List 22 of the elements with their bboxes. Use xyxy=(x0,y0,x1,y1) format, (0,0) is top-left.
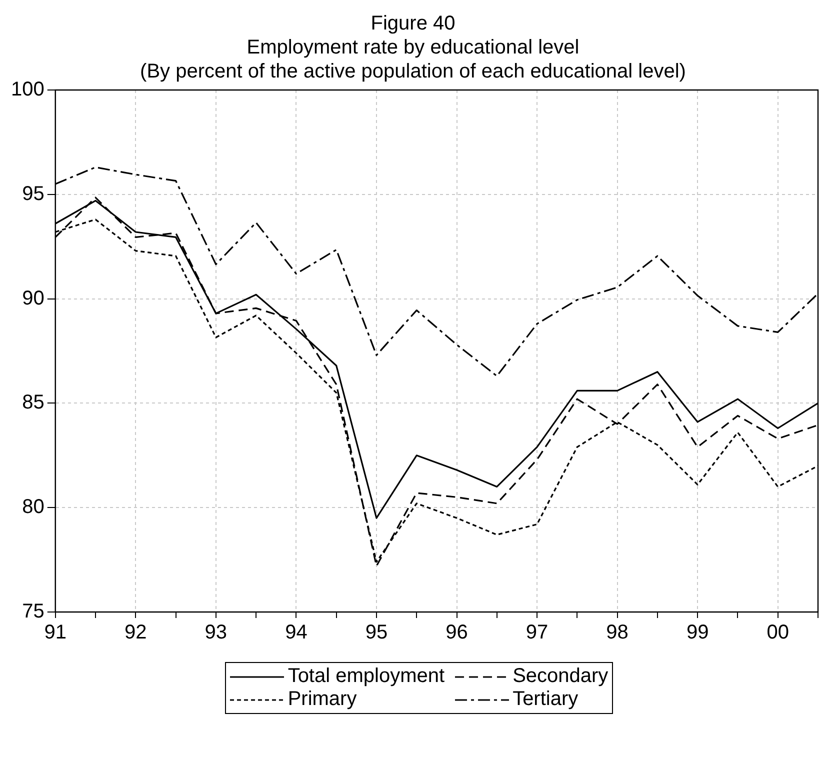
x-tick-label: 94 xyxy=(285,622,308,644)
y-tick-label: 95 xyxy=(22,182,44,205)
x-tick-label: 92 xyxy=(124,622,147,644)
y-tick-label: 90 xyxy=(22,287,44,310)
y-tick-label: 75 xyxy=(22,600,44,623)
x-tick-label: 95 xyxy=(365,622,388,644)
y-tick-label: 85 xyxy=(22,392,44,414)
legend-label: Secondary xyxy=(512,665,608,688)
legend-label: Total employment xyxy=(288,665,445,688)
y-tick-label: 80 xyxy=(22,496,44,518)
x-tick-label: 96 xyxy=(446,622,468,644)
chart-title: Figure 40 xyxy=(370,12,456,35)
x-tick-label: 91 xyxy=(44,622,66,644)
x-tick-label: 98 xyxy=(606,622,628,644)
x-tick-label: 93 xyxy=(204,622,228,644)
x-tick-label: 00 xyxy=(766,622,789,644)
legend-label: Primary xyxy=(288,688,357,711)
chart-subtitle: Employment rate by educational level (By percent of the active population of each educational level) xyxy=(140,36,686,83)
legend-label: Tertiary xyxy=(512,688,578,711)
y-tick-label: 100 xyxy=(10,78,44,101)
x-tick-label: 99 xyxy=(686,622,709,644)
x-tick-label: 97 xyxy=(526,622,548,644)
